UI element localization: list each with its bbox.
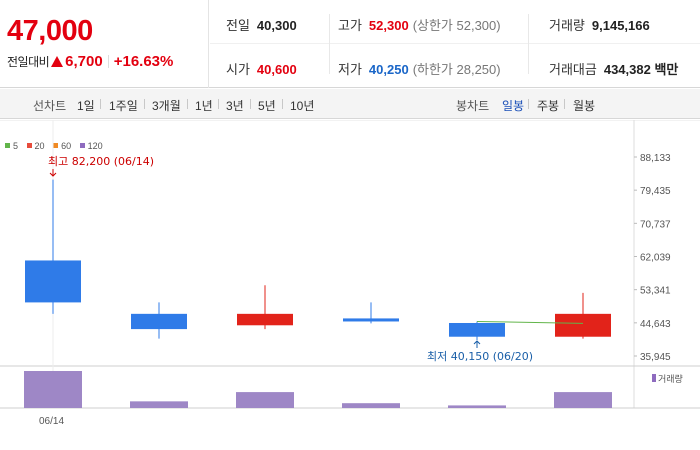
stat-label: 거래대금 xyxy=(549,62,597,77)
volume-bar xyxy=(236,392,294,408)
toolbar-divider xyxy=(282,99,283,109)
period-1d[interactable]: 1일 xyxy=(77,99,95,113)
candle-body xyxy=(555,313,611,337)
period-1w[interactable]: 1주일 xyxy=(109,99,138,113)
chart-toolbar: 선차트 1일 1주일 3개월 1년 3년 5년 10년 봉차트 일봉 주봉 월봉 xyxy=(0,89,700,119)
candle-body xyxy=(449,322,505,337)
period-5y[interactable]: 5년 xyxy=(258,99,276,113)
summary-row-divider xyxy=(210,43,700,44)
stat-value: 40,600 xyxy=(256,62,297,77)
stat-value: 9,145,166 xyxy=(591,18,650,33)
stat-amount: 거래대금 434,382 백만 xyxy=(549,59,678,78)
stat-value: 40,250 xyxy=(368,62,409,77)
ma-legend: 5 20 60 120 xyxy=(5,141,109,151)
candle-body xyxy=(343,318,399,322)
chart-canvas: 88,133 79,435 70,737 62,039 53,341 44,643 35,9… xyxy=(0,120,700,427)
legend-item-ma5: 5 xyxy=(5,141,18,151)
stock-summary: 47,000 전일대비 6,700 +16.63% 전일 40,300 고가 52,30… xyxy=(0,0,700,88)
period-weekly[interactable]: 주봉 xyxy=(537,99,560,113)
toolbar-divider xyxy=(250,99,251,109)
volume-bar xyxy=(554,392,612,408)
y-tick-label: 35,945 xyxy=(640,352,671,363)
volume-bar xyxy=(342,403,400,408)
toolbar-divider xyxy=(218,99,219,109)
legend-label: 60 xyxy=(61,141,72,151)
legend-swatch xyxy=(5,143,10,148)
stat-sub: (하한가 28,250) xyxy=(412,62,501,77)
y-tick-label: 44,643 xyxy=(640,319,671,330)
stat-label: 거래량 xyxy=(549,18,585,33)
y-tick-label: 62,039 xyxy=(640,253,671,264)
legend-swatch xyxy=(53,143,59,148)
stat-prev-close: 전일 40,300 xyxy=(226,15,297,34)
legend-item-ma60: 60 xyxy=(53,141,71,151)
legend-label: 20 xyxy=(34,141,45,151)
candle-body xyxy=(237,313,293,326)
period-3y[interactable]: 3년 xyxy=(226,99,244,113)
stat-value: 40,300 xyxy=(256,18,297,33)
stat-label: 전일 xyxy=(226,18,250,33)
volume-legend-swatch xyxy=(652,374,656,382)
candle-body xyxy=(25,260,81,303)
period-10y[interactable]: 10년 xyxy=(290,99,315,113)
change-divider xyxy=(107,55,109,68)
legend-item-ma120: 120 xyxy=(79,141,103,151)
summary-col-divider xyxy=(329,14,330,74)
y-tick-label: 53,341 xyxy=(640,286,671,297)
change-value: 6,700 xyxy=(65,53,103,70)
stat-open: 시가 40,600 xyxy=(226,59,297,78)
stat-label: 시가 xyxy=(226,62,250,77)
high-annotation: 최고 82,200 (06/14) xyxy=(48,155,154,168)
change-row: 전일대비 6,700 +16.63% xyxy=(7,53,173,71)
y-tick-label: 79,435 xyxy=(640,186,671,197)
stat-label: 고가 xyxy=(338,18,362,33)
volume-legend-label: 거래량 xyxy=(658,373,683,385)
volume-bar xyxy=(24,371,82,408)
legend-swatch xyxy=(79,143,85,148)
x-tick-label: 06/14 xyxy=(39,416,64,427)
low-annotation: 최저 40,150 (06/20) xyxy=(427,350,533,363)
line-chart-label: 선차트 xyxy=(33,99,67,113)
legend-label: 120 xyxy=(87,141,103,151)
stat-value: 434,382 백만 xyxy=(603,62,679,77)
period-1y[interactable]: 1년 xyxy=(195,99,213,113)
toolbar-divider xyxy=(100,99,101,109)
stat-high: 고가 52,300 (상한가 52,300) xyxy=(338,15,501,34)
stat-low: 저가 40,250 (하한가 28,250) xyxy=(338,59,501,78)
down-arrow-icon xyxy=(49,169,57,177)
up-arrow-icon xyxy=(473,340,481,348)
volume-bar xyxy=(448,405,506,408)
volume-bar xyxy=(130,401,188,408)
candle-chart-label: 봉차트 xyxy=(456,99,490,113)
legend-label: 5 xyxy=(13,141,19,151)
legend-item-ma20: 20 xyxy=(26,141,45,151)
legend-swatch xyxy=(26,143,32,148)
stat-value: 52,300 xyxy=(368,18,409,33)
period-monthly[interactable]: 월봉 xyxy=(573,99,596,113)
current-price: 47,000 xyxy=(7,15,93,47)
stat-label: 저가 xyxy=(338,62,362,77)
y-tick-label: 88,133 xyxy=(640,153,671,164)
candle-body xyxy=(131,313,187,330)
stat-sub: (상한가 52,300) xyxy=(412,18,501,33)
price-box: 47,000 전일대비 6,700 +16.63% xyxy=(0,0,209,88)
candle-chart: 88,133 79,435 70,737 62,039 53,341 44,643 35,9… xyxy=(0,120,700,450)
toolbar-divider xyxy=(528,99,529,109)
ma5-line xyxy=(476,320,584,324)
period-3m[interactable]: 3개월 xyxy=(152,99,181,113)
change-label: 전일대비 xyxy=(7,55,50,69)
y-tick-label: 70,737 xyxy=(640,219,671,230)
toolbar-divider xyxy=(144,99,145,109)
toolbar-divider xyxy=(187,99,188,109)
summary-col-divider xyxy=(528,14,529,74)
up-triangle-icon xyxy=(51,56,64,67)
change-percent: +16.63% xyxy=(113,53,174,70)
stat-volume: 거래량 9,145,166 xyxy=(549,15,650,34)
period-daily[interactable]: 일봉 xyxy=(502,99,525,113)
toolbar-divider xyxy=(564,99,565,109)
